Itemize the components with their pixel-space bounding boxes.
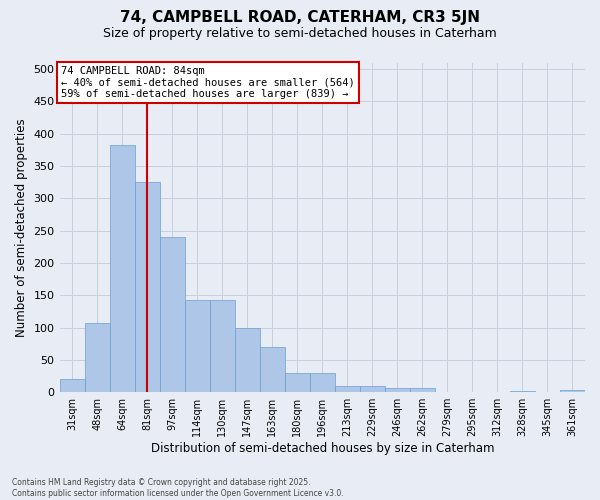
Bar — [335, 386, 360, 392]
Bar — [185, 300, 209, 392]
Bar — [209, 300, 235, 392]
Y-axis label: Number of semi-detached properties: Number of semi-detached properties — [15, 118, 28, 336]
Bar — [360, 386, 385, 392]
Bar — [260, 347, 285, 392]
Bar — [85, 323, 110, 392]
Bar — [134, 182, 160, 392]
Text: 74 CAMPBELL ROAD: 84sqm
← 40% of semi-detached houses are smaller (564)
59% of s: 74 CAMPBELL ROAD: 84sqm ← 40% of semi-de… — [61, 66, 355, 99]
Bar — [310, 373, 335, 392]
Bar — [285, 373, 310, 392]
Bar — [410, 388, 435, 392]
Bar — [510, 391, 535, 392]
Text: 74, CAMPBELL ROAD, CATERHAM, CR3 5JN: 74, CAMPBELL ROAD, CATERHAM, CR3 5JN — [120, 10, 480, 25]
X-axis label: Distribution of semi-detached houses by size in Caterham: Distribution of semi-detached houses by … — [151, 442, 494, 455]
Text: Contains HM Land Registry data © Crown copyright and database right 2025.
Contai: Contains HM Land Registry data © Crown c… — [12, 478, 344, 498]
Bar — [160, 237, 185, 392]
Bar — [235, 328, 260, 392]
Bar — [560, 390, 585, 392]
Bar — [110, 146, 134, 392]
Text: Size of property relative to semi-detached houses in Caterham: Size of property relative to semi-detach… — [103, 28, 497, 40]
Bar — [385, 388, 410, 392]
Bar — [59, 380, 85, 392]
